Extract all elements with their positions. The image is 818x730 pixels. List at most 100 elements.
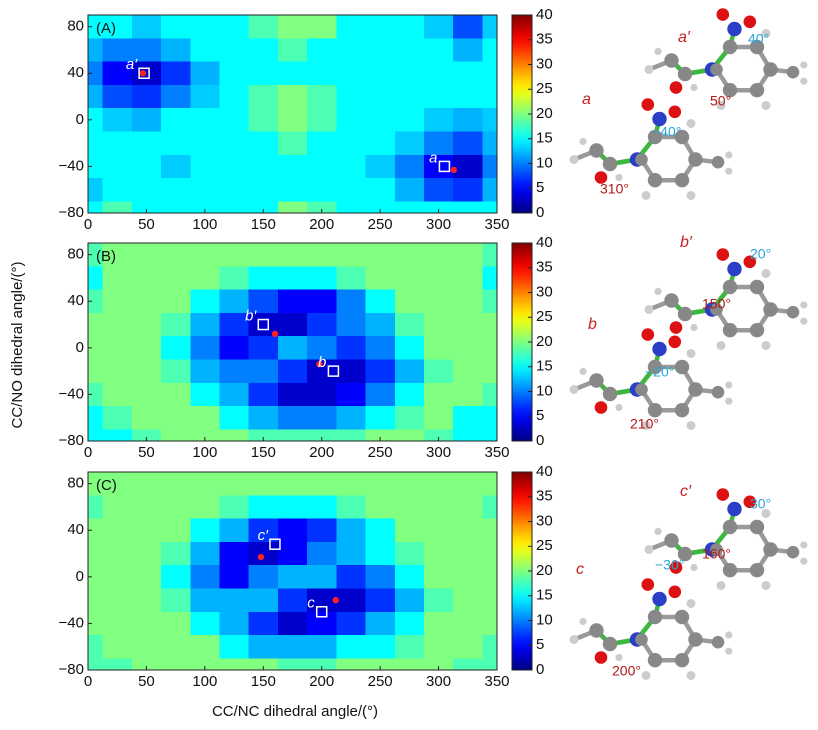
contour-cell <box>307 154 337 179</box>
angle-label: 160° <box>702 546 731 562</box>
contour-cell <box>482 359 497 384</box>
contour-cell <box>277 108 308 132</box>
contour-cell <box>336 108 367 132</box>
contour-cell <box>307 472 337 496</box>
contour-cell <box>277 131 308 156</box>
contour-cell <box>365 108 396 132</box>
contour-cell <box>219 472 250 496</box>
structure-marker <box>269 538 281 550</box>
contour-cell <box>190 154 220 179</box>
contour-cell <box>102 243 133 267</box>
contour-cell <box>248 359 279 384</box>
contour-cell <box>482 84 497 109</box>
contour-cell <box>88 429 104 441</box>
contour-cell <box>482 658 497 670</box>
contour-cell <box>482 336 497 360</box>
contour-cell <box>131 472 162 496</box>
contour-cell <box>423 108 454 132</box>
contour-cell <box>277 15 308 39</box>
contour-cell <box>88 131 104 156</box>
contour-cell <box>307 541 337 566</box>
contour-cell <box>277 312 308 337</box>
contour-cell <box>190 658 220 670</box>
contour-cell <box>219 289 250 314</box>
contour-cell <box>394 84 425 109</box>
contour-cell <box>336 495 367 520</box>
y-tick-label: −80 <box>59 204 84 221</box>
contour-cell <box>453 266 483 291</box>
contour-cell <box>423 84 454 109</box>
x-tick-label: 150 <box>251 444 276 461</box>
contour-cell <box>453 495 483 520</box>
colorbar-tick-label: 20 <box>536 333 553 350</box>
contour-cell <box>248 312 279 337</box>
x-tick-label: 200 <box>309 216 334 233</box>
contour-cell <box>365 61 396 86</box>
x-tick-label: 50 <box>138 216 155 233</box>
colorbar-tick-label: 35 <box>536 31 553 48</box>
contour-cell <box>277 201 308 213</box>
contour-cell <box>482 635 497 659</box>
contour-cell <box>161 178 191 202</box>
x-tick-label: 0 <box>84 216 92 233</box>
contour-cell <box>277 429 308 441</box>
structure-marker-label: a <box>429 149 437 166</box>
contour-cell <box>336 154 367 179</box>
contour-cell <box>336 635 367 659</box>
plot-frame <box>87 471 498 671</box>
contour-cell <box>365 154 396 179</box>
contour-cell <box>423 289 454 314</box>
contour-cell <box>365 541 396 566</box>
contour-cell <box>248 289 279 314</box>
contour-cell <box>131 131 162 156</box>
x-tick-label: 100 <box>192 444 217 461</box>
x-tick-label: 250 <box>368 216 393 233</box>
contour-cell <box>394 472 425 496</box>
contour-cell <box>248 406 279 430</box>
x-tick-label: 250 <box>368 444 393 461</box>
contour-cell <box>365 178 396 202</box>
colorbar-tick-label: 10 <box>536 154 553 171</box>
angle-label: 150° <box>702 296 731 312</box>
contour-cell <box>336 15 367 39</box>
contour-cell <box>453 108 483 132</box>
colorbar-tick-label: 20 <box>536 562 553 579</box>
contour-cell <box>277 336 308 360</box>
contour-cell <box>190 518 220 543</box>
contour-cell <box>131 429 162 441</box>
contour-cell <box>365 406 396 430</box>
contour-cell <box>365 658 396 670</box>
colorbar-tick-label: 15 <box>536 130 553 147</box>
angle-label: 50° <box>710 93 731 109</box>
plot-frame <box>87 242 498 442</box>
contour-cell <box>88 201 104 213</box>
contour-cell <box>277 84 308 109</box>
structure-marker-label: a′ <box>126 56 138 73</box>
contour-cell <box>102 84 133 109</box>
structure-label: b <box>588 316 597 333</box>
colorbar-tick-label: 10 <box>536 382 553 399</box>
contour-cell <box>190 201 220 213</box>
contour-cell <box>277 154 308 179</box>
contour-cell <box>394 518 425 543</box>
contour-cell <box>336 658 367 670</box>
contour-cell <box>88 243 104 267</box>
contour-cell <box>219 658 250 670</box>
contour-cell <box>131 336 162 360</box>
contour-cell <box>190 38 220 63</box>
contour-cell <box>365 382 396 407</box>
contour-cell <box>453 201 483 213</box>
contour-cell <box>394 429 425 441</box>
contour-cell <box>423 429 454 441</box>
contour-cell <box>307 108 337 132</box>
contour-cell <box>131 243 162 267</box>
contour-plot <box>88 15 497 213</box>
contour-cell <box>102 61 133 86</box>
contour-cell <box>307 382 337 407</box>
contour-cell <box>482 15 497 39</box>
contour-cell <box>307 406 337 430</box>
contour-cell <box>161 312 191 337</box>
contour-cell <box>102 635 133 659</box>
colorbar-tick-label: 25 <box>536 80 553 97</box>
contour-cell <box>365 518 396 543</box>
